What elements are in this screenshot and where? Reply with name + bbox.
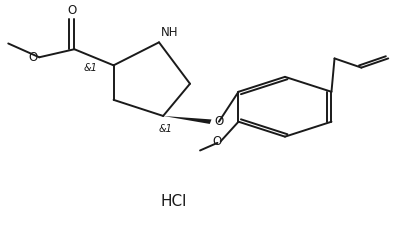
Polygon shape	[163, 116, 211, 124]
Text: O: O	[212, 135, 221, 148]
Text: &1: &1	[84, 63, 98, 73]
Text: O: O	[28, 51, 38, 64]
Text: HCl: HCl	[160, 194, 187, 209]
Text: O: O	[215, 115, 224, 128]
Text: &1: &1	[158, 124, 172, 134]
Text: NH: NH	[161, 26, 178, 39]
Text: O: O	[67, 3, 76, 17]
